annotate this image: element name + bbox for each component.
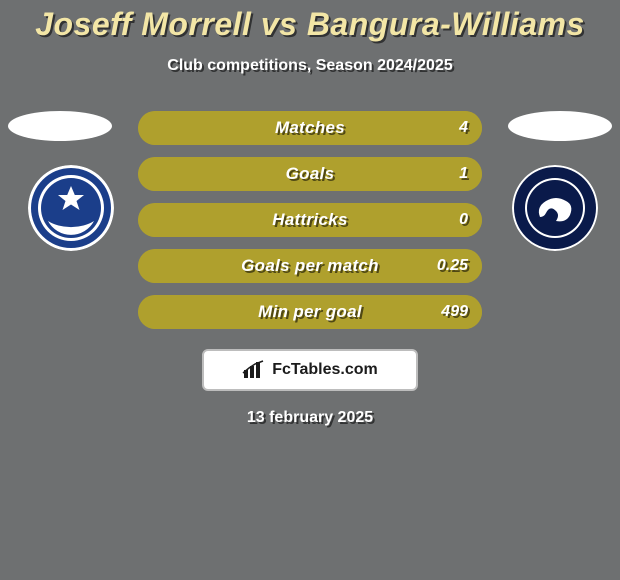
stat-value: 0.25 — [437, 249, 468, 283]
stat-label: Matches — [138, 111, 482, 145]
stat-bar: Matches 4 — [138, 111, 482, 145]
millwall-crest-icon — [512, 165, 598, 251]
subtitle: Club competitions, Season 2024/2025 — [0, 57, 620, 75]
stat-value: 1 — [459, 157, 468, 191]
stat-row: Goals 1 — [138, 157, 482, 191]
stat-row: Min per goal 499 — [138, 295, 482, 329]
bar-chart-icon — [242, 360, 266, 380]
portsmouth-crest-icon — [28, 165, 114, 251]
stats-zone: Matches 4 Goals 1 Hattricks 0 Goals per … — [0, 111, 620, 329]
stat-value: 499 — [441, 295, 468, 329]
stat-row: Goals per match 0.25 — [138, 249, 482, 283]
club-badge-right — [512, 165, 598, 251]
stat-bar: Goals 1 — [138, 157, 482, 191]
club-badge-left — [28, 165, 114, 251]
stat-row: Hattricks 0 — [138, 203, 482, 237]
stat-row: Matches 4 — [138, 111, 482, 145]
branding-text: FcTables.com — [272, 361, 378, 379]
page-title: Joseff Morrell vs Bangura-Williams — [0, 0, 620, 43]
datestamp: 13 february 2025 — [0, 409, 620, 427]
stat-value: 0 — [459, 203, 468, 237]
player-left-ellipse — [8, 111, 112, 141]
stat-value: 4 — [459, 111, 468, 145]
stat-label: Min per goal — [138, 295, 482, 329]
stat-label: Hattricks — [138, 203, 482, 237]
stat-bar: Goals per match 0.25 — [138, 249, 482, 283]
comparison-card: Joseff Morrell vs Bangura-Williams Club … — [0, 0, 620, 580]
stat-label: Goals — [138, 157, 482, 191]
stat-label: Goals per match — [138, 249, 482, 283]
stat-bar: Hattricks 0 — [138, 203, 482, 237]
stat-bar: Min per goal 499 — [138, 295, 482, 329]
player-right-ellipse — [508, 111, 612, 141]
branding-box: FcTables.com — [202, 349, 418, 391]
